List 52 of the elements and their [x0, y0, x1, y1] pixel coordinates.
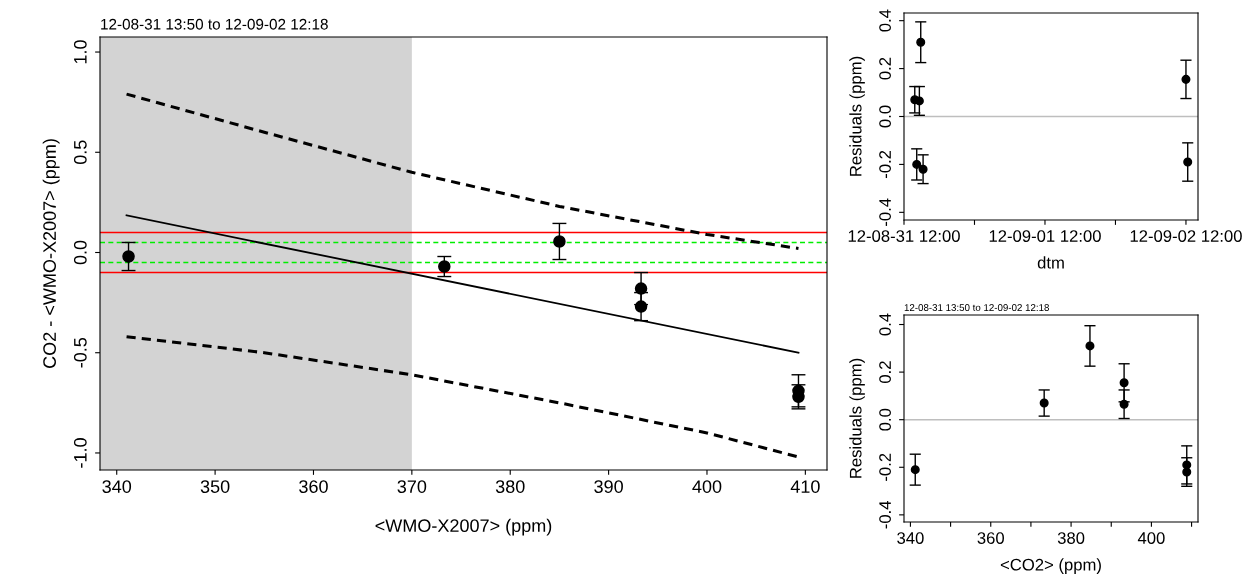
chart-title: 12-08-31 13:50 to 12-09-02 12:18 [101, 18, 328, 30]
x-tick-label: 390 [594, 480, 623, 493]
y-tick-label: 0.5 [73, 140, 87, 165]
x-tick-label: 340 [102, 480, 132, 493]
point [910, 465, 920, 475]
point [438, 260, 451, 273]
x-tick-label: 370 [397, 480, 427, 493]
y-tick-label: 0.2 [879, 57, 891, 80]
x-tick-label: 12-09-01 12:00 [989, 230, 1101, 242]
y-tick-label: -1.0 [73, 438, 87, 468]
point [1039, 398, 1049, 408]
y-tick-label: 0.0 [879, 105, 891, 128]
point [1085, 341, 1095, 351]
y-axis-title: Residuals (ppm) [849, 56, 865, 176]
y-tick-label: 0.4 [879, 9, 891, 32]
x-axis-title: <WMO-X2007> (ppm) [375, 518, 552, 536]
x-tick-label: 12-08-31 12:00 [848, 230, 960, 242]
y-tick-label: -0.2 [879, 150, 891, 179]
x-tick-label: 360 [299, 480, 328, 493]
point [1119, 378, 1129, 388]
x-tick-label: 380 [1057, 532, 1085, 544]
y-axis-title: Residuals (ppm) [849, 358, 865, 478]
point [122, 250, 135, 263]
point [1182, 460, 1192, 470]
y-tick-label: -0.2 [879, 453, 891, 481]
y-tick-label: -0.4 [879, 500, 891, 529]
y-tick-label: 0.0 [879, 408, 891, 431]
x-tick-label: 12-09-02 12:00 [1130, 230, 1242, 242]
y-axis-title: CO2 - <WMO-X2007> (ppm) [42, 139, 60, 368]
x-axis-title: <CO2> (ppm) [1000, 558, 1101, 574]
line-series [125, 92, 800, 251]
y-tick-label: 0.4 [879, 313, 891, 336]
x-tick-label: 340 [897, 532, 924, 544]
point [553, 235, 566, 248]
y-tick-label: -0.5 [73, 337, 87, 368]
y-tick-label: 1.0 [73, 40, 87, 64]
y-tick-label: -0.4 [879, 198, 891, 226]
x-tick-label: 380 [495, 480, 525, 493]
x-tick-label: 350 [200, 480, 230, 493]
x-tick-label: 400 [1137, 532, 1165, 544]
x-tick-label: 400 [692, 480, 722, 493]
point [634, 300, 648, 313]
point [1119, 399, 1129, 409]
x-axis-title: dtm [1037, 256, 1064, 269]
y-tick-label: 0.0 [73, 240, 87, 265]
point [1182, 467, 1192, 477]
line-series [125, 335, 800, 459]
x-tick-label: 410 [790, 480, 820, 493]
y-tick-label: 0.2 [879, 361, 891, 384]
chart-title: 12-08-31 13:50 to 12-09-02 12:18 [904, 304, 1049, 312]
x-tick-label: 360 [977, 532, 1005, 544]
point [634, 282, 648, 295]
